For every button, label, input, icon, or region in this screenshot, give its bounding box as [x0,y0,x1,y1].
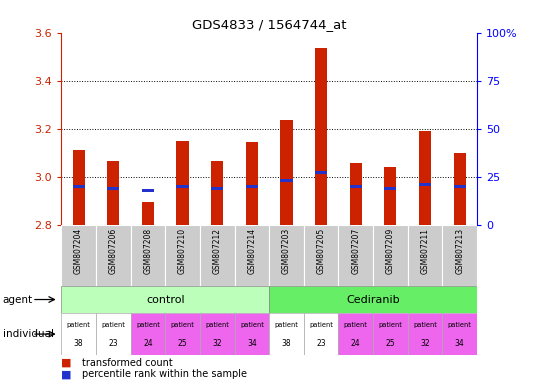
Text: 25: 25 [177,339,188,348]
Bar [442,313,477,355]
Text: GSM807203: GSM807203 [282,228,291,274]
Text: GSM807213: GSM807213 [455,228,464,274]
Text: patient: patient [378,322,402,328]
Bar [211,161,223,225]
Bar [350,185,362,188]
Bar [338,225,373,286]
Text: Cediranib: Cediranib [346,295,400,305]
Bar [211,187,223,190]
Text: GSM807205: GSM807205 [317,228,326,274]
Text: GSM807207: GSM807207 [351,228,360,274]
Title: GDS4833 / 1564744_at: GDS4833 / 1564744_at [192,18,346,31]
Bar [280,179,293,182]
Bar [200,313,235,355]
Text: patient: patient [448,322,472,328]
Bar [408,225,442,286]
Text: ■: ■ [61,369,75,379]
Bar [107,161,119,225]
Text: patient: patient [205,322,229,328]
Bar [304,313,338,355]
Bar [246,142,258,225]
Bar [442,225,477,286]
Bar [373,313,408,355]
Text: 34: 34 [247,339,257,348]
Text: GSM807209: GSM807209 [386,228,395,274]
Text: 24: 24 [351,339,361,348]
Bar [165,225,200,286]
Text: ■: ■ [61,358,75,368]
Text: patient: patient [171,322,195,328]
Bar [142,189,154,192]
Bar [408,313,442,355]
Bar [176,185,189,188]
Text: 24: 24 [143,339,153,348]
Bar [176,141,189,225]
Bar [96,313,131,355]
Bar [419,183,431,186]
Text: GSM807204: GSM807204 [74,228,83,274]
Bar [235,225,269,286]
Text: 25: 25 [385,339,395,348]
Bar [269,286,477,313]
Text: 23: 23 [108,339,118,348]
Bar [338,313,373,355]
Text: patient: patient [67,322,91,328]
Text: GSM807214: GSM807214 [247,228,256,274]
Bar [200,225,235,286]
Text: 38: 38 [281,339,292,348]
Bar [280,120,293,225]
Bar [373,225,408,286]
Bar [246,185,258,188]
Text: agent: agent [3,295,33,305]
Text: GSM807208: GSM807208 [143,228,152,274]
Bar [454,185,466,188]
Bar [419,131,431,225]
Bar [131,225,165,286]
Text: patient: patient [309,322,333,328]
Text: individual: individual [3,329,54,339]
Text: GSM807210: GSM807210 [178,228,187,274]
Text: patient: patient [136,322,160,328]
Text: patient: patient [274,322,298,328]
Text: GSM807212: GSM807212 [213,228,222,274]
Text: patient: patient [413,322,437,328]
Text: patient: patient [240,322,264,328]
Text: patient: patient [101,322,125,328]
Text: control: control [146,295,184,305]
Bar [350,164,362,225]
Bar [142,202,154,225]
Bar [269,313,304,355]
Bar [269,225,304,286]
Text: 32: 32 [420,339,430,348]
Bar [61,286,269,313]
Text: percentile rank within the sample: percentile rank within the sample [82,369,247,379]
Bar [384,167,397,225]
Bar [165,313,200,355]
Text: 38: 38 [74,339,84,348]
Bar [61,225,96,286]
Text: 32: 32 [212,339,222,348]
Text: GSM807206: GSM807206 [109,228,118,274]
Bar [304,225,338,286]
Text: transformed count: transformed count [82,358,172,368]
Bar [235,313,269,355]
Bar [96,225,131,286]
Bar [454,153,466,225]
Bar [72,185,85,188]
Bar [384,187,397,190]
Bar [61,313,96,355]
Bar [315,48,327,225]
Bar [72,150,85,225]
Bar [107,187,119,190]
Text: 23: 23 [316,339,326,348]
Text: GSM807211: GSM807211 [421,228,430,274]
Text: patient: patient [344,322,368,328]
Bar [315,171,327,174]
Text: 34: 34 [455,339,465,348]
Bar [131,313,165,355]
